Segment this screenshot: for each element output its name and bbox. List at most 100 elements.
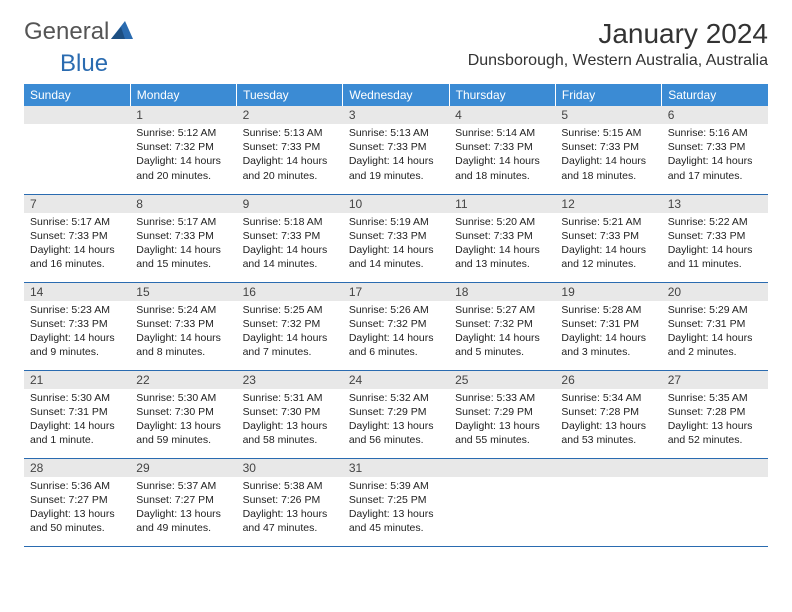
daylight-text: Daylight: 13 hours and 49 minutes. [136, 507, 230, 535]
day-details: Sunrise: 5:21 AMSunset: 7:33 PMDaylight:… [555, 213, 661, 276]
daylight-text: Daylight: 14 hours and 18 minutes. [455, 154, 549, 182]
day-number: 27 [662, 371, 768, 389]
sunset-text: Sunset: 7:28 PM [561, 405, 655, 419]
day-number: 18 [449, 283, 555, 301]
day-details: Sunrise: 5:28 AMSunset: 7:31 PMDaylight:… [555, 301, 661, 364]
sunset-text: Sunset: 7:33 PM [136, 229, 230, 243]
day-number: 22 [130, 371, 236, 389]
daylight-text: Daylight: 14 hours and 15 minutes. [136, 243, 230, 271]
sunset-text: Sunset: 7:33 PM [455, 140, 549, 154]
day-number: 29 [130, 459, 236, 477]
day-number: 3 [343, 106, 449, 124]
day-details: Sunrise: 5:16 AMSunset: 7:33 PMDaylight:… [662, 124, 768, 187]
day-header: Friday [555, 84, 661, 106]
sunrise-text: Sunrise: 5:15 AM [561, 126, 655, 140]
sunrise-text: Sunrise: 5:25 AM [243, 303, 337, 317]
day-details: Sunrise: 5:23 AMSunset: 7:33 PMDaylight:… [24, 301, 130, 364]
daylight-text: Daylight: 13 hours and 59 minutes. [136, 419, 230, 447]
day-details: Sunrise: 5:12 AMSunset: 7:32 PMDaylight:… [130, 124, 236, 187]
daylight-text: Daylight: 13 hours and 45 minutes. [349, 507, 443, 535]
sunrise-text: Sunrise: 5:33 AM [455, 391, 549, 405]
sunrise-text: Sunrise: 5:27 AM [455, 303, 549, 317]
calendar-cell: 27Sunrise: 5:35 AMSunset: 7:28 PMDayligh… [662, 370, 768, 458]
day-details: Sunrise: 5:14 AMSunset: 7:33 PMDaylight:… [449, 124, 555, 187]
daylight-text: Daylight: 14 hours and 7 minutes. [243, 331, 337, 359]
daylight-text: Daylight: 14 hours and 12 minutes. [561, 243, 655, 271]
calendar-cell: 20Sunrise: 5:29 AMSunset: 7:31 PMDayligh… [662, 282, 768, 370]
sunrise-text: Sunrise: 5:26 AM [349, 303, 443, 317]
calendar-cell: 7Sunrise: 5:17 AMSunset: 7:33 PMDaylight… [24, 194, 130, 282]
day-header: Sunday [24, 84, 130, 106]
daylight-text: Daylight: 14 hours and 18 minutes. [561, 154, 655, 182]
sunset-text: Sunset: 7:30 PM [243, 405, 337, 419]
calendar-body: 1Sunrise: 5:12 AMSunset: 7:32 PMDaylight… [24, 106, 768, 546]
day-number: 1 [130, 106, 236, 124]
sunset-text: Sunset: 7:33 PM [561, 140, 655, 154]
day-number: 8 [130, 195, 236, 213]
day-details: Sunrise: 5:38 AMSunset: 7:26 PMDaylight:… [237, 477, 343, 540]
sunset-text: Sunset: 7:33 PM [136, 317, 230, 331]
day-details: Sunrise: 5:30 AMSunset: 7:30 PMDaylight:… [130, 389, 236, 452]
day-number: 19 [555, 283, 661, 301]
calendar-cell: 6Sunrise: 5:16 AMSunset: 7:33 PMDaylight… [662, 106, 768, 194]
day-details: Sunrise: 5:18 AMSunset: 7:33 PMDaylight:… [237, 213, 343, 276]
day-number: 30 [237, 459, 343, 477]
calendar-cell: 26Sunrise: 5:34 AMSunset: 7:28 PMDayligh… [555, 370, 661, 458]
sunset-text: Sunset: 7:33 PM [243, 140, 337, 154]
calendar-cell: 28Sunrise: 5:36 AMSunset: 7:27 PMDayligh… [24, 458, 130, 546]
day-details: Sunrise: 5:34 AMSunset: 7:28 PMDaylight:… [555, 389, 661, 452]
calendar-cell [555, 458, 661, 546]
calendar-head: SundayMondayTuesdayWednesdayThursdayFrid… [24, 84, 768, 106]
day-number: 28 [24, 459, 130, 477]
location-text: Dunsborough, Western Australia, Australi… [468, 52, 768, 70]
day-number: 6 [662, 106, 768, 124]
sunset-text: Sunset: 7:33 PM [349, 229, 443, 243]
calendar-cell: 14Sunrise: 5:23 AMSunset: 7:33 PMDayligh… [24, 282, 130, 370]
day-details: Sunrise: 5:36 AMSunset: 7:27 PMDaylight:… [24, 477, 130, 540]
calendar-cell: 3Sunrise: 5:13 AMSunset: 7:33 PMDaylight… [343, 106, 449, 194]
day-header: Monday [130, 84, 236, 106]
day-details: Sunrise: 5:13 AMSunset: 7:33 PMDaylight:… [237, 124, 343, 187]
day-number: 5 [555, 106, 661, 124]
empty-day [24, 106, 130, 124]
daylight-text: Daylight: 13 hours and 55 minutes. [455, 419, 549, 447]
sunset-text: Sunset: 7:29 PM [349, 405, 443, 419]
sunset-text: Sunset: 7:31 PM [30, 405, 124, 419]
daylight-text: Daylight: 14 hours and 3 minutes. [561, 331, 655, 359]
sunset-text: Sunset: 7:27 PM [30, 493, 124, 507]
day-number: 20 [662, 283, 768, 301]
calendar-cell: 4Sunrise: 5:14 AMSunset: 7:33 PMDaylight… [449, 106, 555, 194]
day-details: Sunrise: 5:25 AMSunset: 7:32 PMDaylight:… [237, 301, 343, 364]
calendar-cell: 10Sunrise: 5:19 AMSunset: 7:33 PMDayligh… [343, 194, 449, 282]
logo-text-general: General [24, 18, 109, 46]
calendar-cell: 30Sunrise: 5:38 AMSunset: 7:26 PMDayligh… [237, 458, 343, 546]
calendar-cell: 8Sunrise: 5:17 AMSunset: 7:33 PMDaylight… [130, 194, 236, 282]
daylight-text: Daylight: 13 hours and 52 minutes. [668, 419, 762, 447]
empty-day [449, 459, 555, 477]
logo-triangle-icon [111, 21, 133, 44]
daylight-text: Daylight: 13 hours and 47 minutes. [243, 507, 337, 535]
day-details: Sunrise: 5:22 AMSunset: 7:33 PMDaylight:… [662, 213, 768, 276]
day-number: 13 [662, 195, 768, 213]
day-header: Tuesday [237, 84, 343, 106]
day-details: Sunrise: 5:39 AMSunset: 7:25 PMDaylight:… [343, 477, 449, 540]
day-number: 9 [237, 195, 343, 213]
daylight-text: Daylight: 14 hours and 2 minutes. [668, 331, 762, 359]
day-header: Saturday [662, 84, 768, 106]
calendar-cell: 1Sunrise: 5:12 AMSunset: 7:32 PMDaylight… [130, 106, 236, 194]
calendar-cell: 31Sunrise: 5:39 AMSunset: 7:25 PMDayligh… [343, 458, 449, 546]
logo: General [24, 18, 135, 46]
daylight-text: Daylight: 14 hours and 11 minutes. [668, 243, 762, 271]
sunset-text: Sunset: 7:28 PM [668, 405, 762, 419]
sunrise-text: Sunrise: 5:37 AM [136, 479, 230, 493]
sunrise-text: Sunrise: 5:16 AM [668, 126, 762, 140]
day-number: 14 [24, 283, 130, 301]
day-details: Sunrise: 5:26 AMSunset: 7:32 PMDaylight:… [343, 301, 449, 364]
sunset-text: Sunset: 7:32 PM [136, 140, 230, 154]
sunset-text: Sunset: 7:32 PM [455, 317, 549, 331]
day-details: Sunrise: 5:13 AMSunset: 7:33 PMDaylight:… [343, 124, 449, 187]
daylight-text: Daylight: 14 hours and 14 minutes. [349, 243, 443, 271]
sunrise-text: Sunrise: 5:22 AM [668, 215, 762, 229]
sunrise-text: Sunrise: 5:31 AM [243, 391, 337, 405]
day-details: Sunrise: 5:32 AMSunset: 7:29 PMDaylight:… [343, 389, 449, 452]
